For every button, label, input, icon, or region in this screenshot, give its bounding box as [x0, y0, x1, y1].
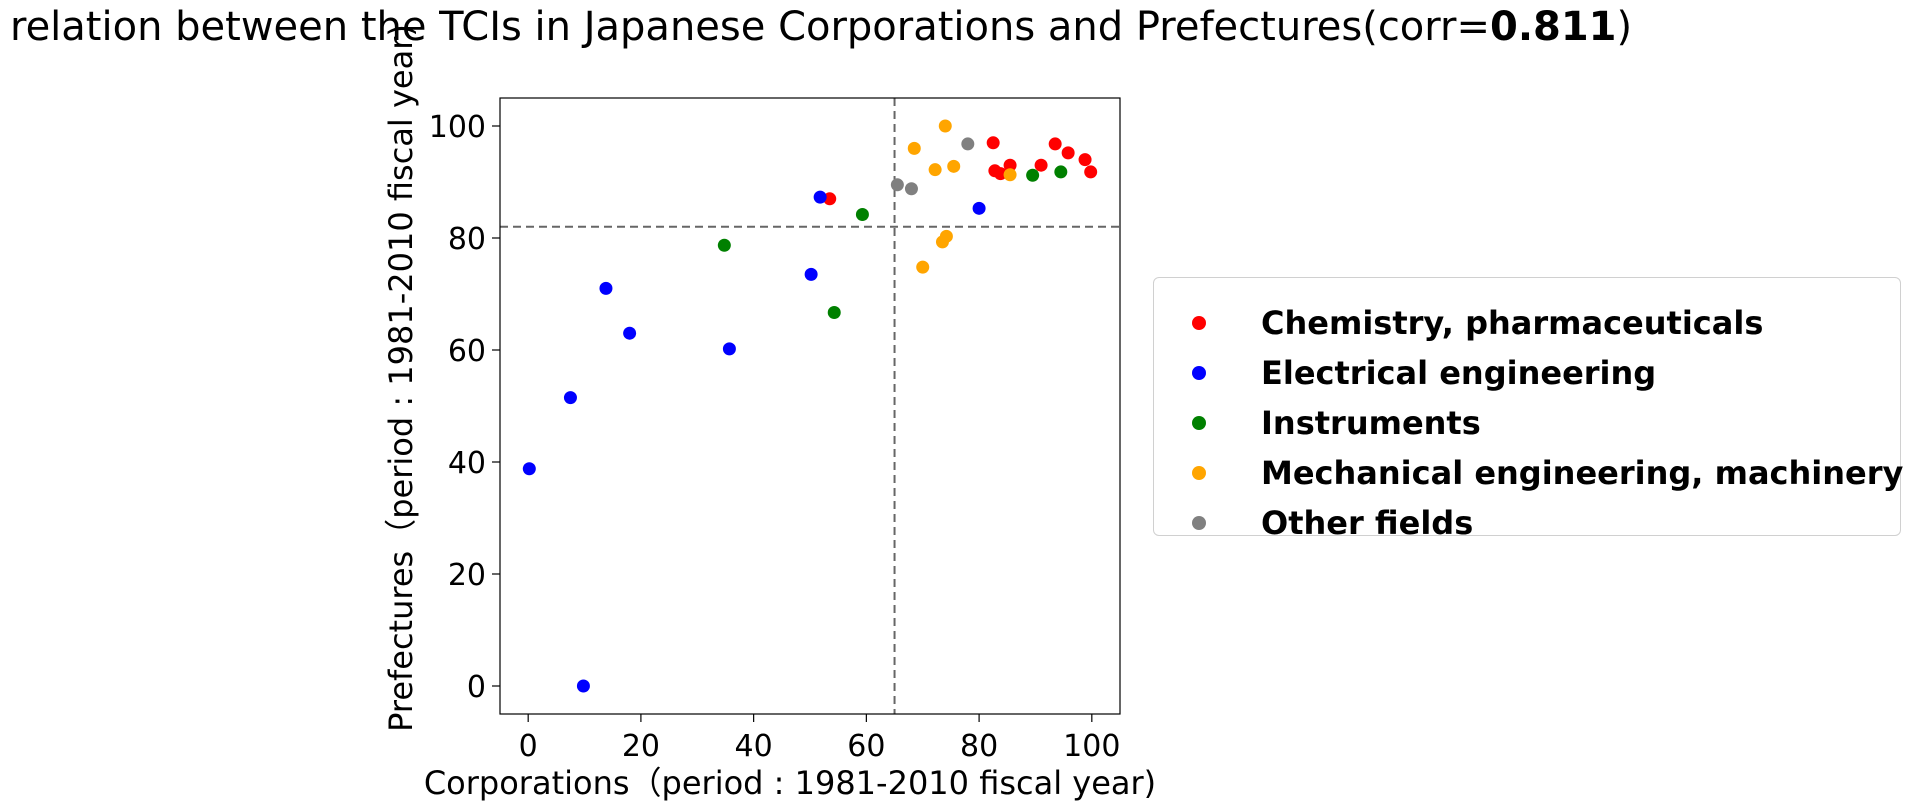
legend-item: Other fields — [1154, 503, 1473, 543]
x-axis-label: Corporations（period : 1981-2010 fiscal y… — [424, 764, 1156, 802]
legend-label: Chemistry, pharmaceuticals — [1261, 304, 1764, 342]
legend-marker — [1192, 366, 1206, 380]
data-point — [938, 119, 952, 133]
data-point — [804, 267, 818, 281]
legend-marker — [1192, 466, 1206, 480]
data-point — [1003, 158, 1017, 172]
data-point — [928, 163, 942, 177]
chart-title-prefix: relation between the TCIs in Japanese Co… — [10, 4, 1490, 50]
data-point — [890, 178, 904, 192]
legend-label: Mechanical engineering, machinery — [1261, 454, 1904, 492]
x-tick-label: 20 — [622, 729, 660, 764]
data-point — [1034, 158, 1048, 172]
y-tick-label: 60 — [448, 334, 486, 369]
data-point — [1048, 137, 1062, 151]
data-point — [827, 305, 841, 319]
legend-item: Mechanical engineering, machinery — [1154, 453, 1903, 493]
legend-label: Other fields — [1261, 504, 1474, 542]
data-point — [972, 201, 986, 215]
y-tick-label: 80 — [448, 222, 486, 257]
legend-item: Electrical engineering — [1154, 353, 1656, 393]
data-point — [855, 207, 869, 221]
legend-marker — [1192, 516, 1206, 530]
data-point — [576, 679, 590, 693]
data-point — [623, 326, 637, 340]
x-axis-ticks: 0 20 40 60 80 100 — [519, 714, 1120, 764]
data-points — [522, 119, 1098, 693]
legend-marker — [1192, 316, 1206, 330]
data-point — [907, 141, 921, 155]
y-tick-label: 20 — [448, 558, 486, 593]
data-point — [1078, 153, 1092, 167]
data-point — [813, 190, 827, 204]
chart-title: relation between the TCIs in Japanese Co… — [10, 4, 1632, 50]
reference-lines — [500, 98, 1120, 714]
data-point — [1061, 146, 1075, 160]
y-axis-label: Prefectures（period : 1981-2010 fiscal ye… — [382, 24, 420, 732]
x-tick-label: 40 — [735, 729, 773, 764]
data-point — [722, 342, 736, 356]
data-point — [823, 192, 837, 206]
x-tick-label: 0 — [519, 729, 538, 764]
y-axis-ticks: 0 20 40 60 80 100 — [429, 110, 500, 705]
legend-marker — [1192, 416, 1206, 430]
correlation-value: 0.811 — [1489, 4, 1617, 50]
data-point — [717, 238, 731, 252]
plot-frame — [499, 97, 1121, 715]
chart-title-suffix: ) — [1616, 4, 1633, 50]
data-point — [1084, 165, 1098, 179]
data-point — [904, 182, 918, 196]
x-tick-label: 80 — [960, 729, 998, 764]
legend-item: Chemistry, pharmaceuticals — [1154, 303, 1763, 343]
data-point — [961, 137, 975, 151]
y-tick-label: 100 — [429, 110, 486, 145]
y-tick-label: 0 — [467, 670, 486, 705]
x-tick-label: 100 — [1063, 729, 1120, 764]
data-point — [939, 229, 953, 243]
data-point — [1003, 168, 1017, 182]
data-point — [1054, 165, 1068, 179]
legend: Chemistry, pharmaceuticals Electrical eng… — [1153, 277, 1903, 542]
legend-item: Instruments — [1154, 403, 1481, 443]
data-point — [986, 136, 1000, 150]
data-point — [599, 281, 613, 295]
data-point — [916, 260, 930, 274]
data-point — [947, 159, 961, 173]
legend-label: Electrical engineering — [1261, 354, 1657, 392]
legend-label: Instruments — [1261, 404, 1481, 442]
data-point — [1026, 168, 1040, 182]
data-point — [522, 462, 536, 476]
y-tick-label: 40 — [448, 446, 486, 481]
x-tick-label: 60 — [847, 729, 885, 764]
data-point — [994, 167, 1008, 181]
data-point — [563, 391, 577, 405]
